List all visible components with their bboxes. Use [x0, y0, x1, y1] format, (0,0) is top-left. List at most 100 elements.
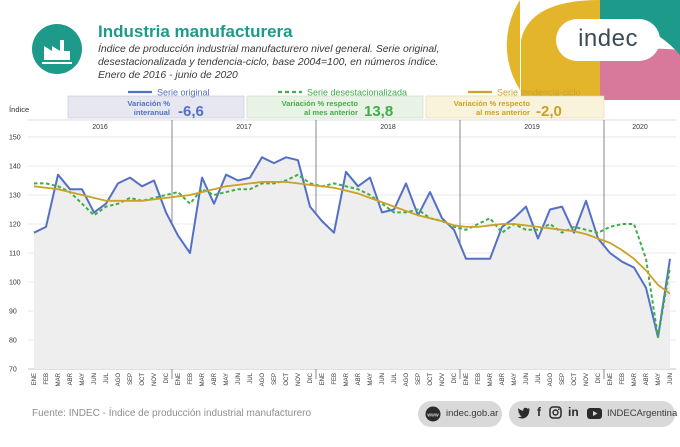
series-line-trend	[33, 181, 671, 295]
x-tick-label: MAR	[200, 372, 206, 386]
x-tick-label: DIC	[452, 372, 458, 383]
x-tick-label: ABR	[356, 372, 362, 385]
y-tick-label: 100	[9, 280, 21, 287]
subtitle-line-1: Índice de producción industrial manufact…	[98, 44, 440, 55]
stat-trend-label-2: al mes anterior	[476, 108, 530, 117]
x-tick-label: DIC	[164, 372, 170, 383]
x-tick-label: NOV	[440, 373, 446, 386]
website-text[interactable]: indec.gob.ar	[446, 408, 499, 419]
social-handle[interactable]: INDECArgentina	[607, 408, 678, 419]
x-tick-label: FEB	[620, 373, 626, 385]
x-tick-label: MAY	[224, 373, 230, 386]
x-tick-label: OCT	[428, 373, 434, 386]
x-tick-label: JUL	[536, 372, 542, 383]
x-tick-label: ENE	[608, 373, 614, 385]
legend-label-original: Serie original	[157, 88, 210, 98]
x-tick-label: AGO	[404, 373, 410, 387]
x-tick-label: MAR	[488, 372, 494, 386]
y-tick-label: 80	[9, 338, 17, 345]
x-tick-label: NOV	[296, 373, 302, 386]
header-panels: Serie original Serie desestacionalizada …	[9, 88, 605, 120]
panel-mensual	[246, 95, 424, 119]
page-title: Industria manufacturera	[98, 22, 293, 41]
linkedin-icon[interactable]: in	[568, 405, 579, 419]
factory-glyph	[42, 40, 72, 64]
stat-mensual-label-2: al mes anterior	[304, 108, 358, 117]
twitter-icon[interactable]	[517, 407, 531, 419]
legend-label-trend: Serie tendencia-ciclo	[497, 88, 581, 98]
x-tick-label: DIC	[308, 372, 314, 383]
instagram-icon[interactable]	[549, 406, 562, 419]
x-tick-label: MAR	[344, 372, 350, 386]
legend-label-seasonal: Serie desestacionalizada	[307, 88, 407, 98]
y-tick-label: 130	[9, 193, 21, 200]
panel-trend	[425, 95, 605, 119]
x-tick-label: MAY	[512, 373, 518, 386]
series-area-original	[34, 157, 670, 369]
x-tick-label: FEB	[476, 373, 482, 385]
facebook-icon[interactable]: f	[537, 405, 541, 419]
x-tick-label: AGO	[116, 373, 122, 387]
x-tick-label: SEP	[416, 373, 422, 385]
indec-logo: indec	[578, 25, 638, 52]
x-tick-label: SEP	[128, 373, 134, 385]
x-tick-label: JUN	[92, 373, 98, 385]
year-label: 2018	[380, 124, 396, 131]
x-tick-label: JUN	[380, 373, 386, 385]
x-tick-label: DIC	[596, 372, 602, 383]
y-tick-label: 90	[9, 309, 17, 316]
x-tick-label: JUL	[104, 372, 110, 383]
stat-interanual-label-1: Variación %	[127, 99, 170, 108]
stat-mensual-value: 13,8	[364, 103, 393, 120]
x-tick-label: JUL	[248, 372, 254, 383]
x-tick-label: FEB	[188, 373, 194, 385]
x-tick-label: ABR	[500, 372, 506, 385]
x-tick-label: MAY	[80, 373, 86, 386]
x-tick-label: NOV	[584, 373, 590, 386]
stat-interanual-label-2: interanual	[134, 108, 170, 117]
x-tick-label: AGO	[260, 373, 266, 387]
panel-interanual	[67, 95, 245, 119]
x-tick-label: OCT	[140, 373, 146, 386]
x-tick-label: ENE	[176, 373, 182, 385]
y-tick-label: 110	[9, 251, 20, 258]
x-tick-label: JUN	[524, 373, 530, 385]
x-tick-label: NOV	[152, 373, 158, 386]
x-tick-label: FEB	[332, 373, 338, 385]
factory-icon	[32, 24, 82, 74]
x-tick-label: MAY	[656, 373, 662, 386]
y-tick-label: 150	[9, 135, 21, 142]
x-tick-label: AGO	[548, 373, 554, 387]
stat-trend-value: -2,0	[536, 103, 562, 120]
x-tick-label: ENE	[32, 373, 38, 385]
x-tick-label: ABR	[644, 372, 650, 385]
y-tick-label: 70	[9, 367, 17, 374]
x-tick-label: ABR	[68, 372, 74, 385]
www-icon: www	[425, 406, 441, 422]
x-tick-label: FEB	[44, 373, 50, 385]
y-tick-label: 140	[9, 164, 21, 171]
subtitle-line-2: desestacionalizada y tendencia-ciclo, ba…	[98, 57, 439, 68]
subtitle-line-3: Enero de 2016 - junio de 2020	[98, 70, 238, 81]
youtube-icon[interactable]	[587, 408, 602, 419]
year-label: 2019	[524, 124, 540, 131]
x-tick-label: MAY	[368, 373, 374, 386]
y-tick-label: 120	[9, 222, 21, 229]
y-axis-label: Índice	[9, 105, 29, 114]
x-tick-label: JUL	[392, 372, 398, 383]
x-tick-label: OCT	[284, 373, 290, 386]
stat-trend-label-1: Variación % respecto	[454, 99, 531, 108]
svg-text:www: www	[427, 412, 438, 418]
plot-area: 70 80 90 100 110 120 130 140 150 2016 2017 2018 2019…	[9, 119, 676, 387]
x-tick-label: MAR	[56, 372, 62, 386]
x-tick-label: SEP	[272, 373, 278, 385]
series-line-original	[33, 156, 671, 339]
x-tick-label: ABR	[212, 372, 218, 385]
x-tick-label: OCT	[572, 373, 578, 386]
x-tick-label: ENE	[464, 373, 470, 385]
x-tick-label: JUN	[668, 373, 674, 385]
stat-interanual-value: -6,6	[178, 103, 204, 120]
x-tick-label: SEP	[560, 373, 566, 385]
footer-source: Fuente: INDEC - Índice de producción ind…	[32, 408, 312, 419]
stat-mensual-label-1: Variación % respecto	[282, 99, 359, 108]
